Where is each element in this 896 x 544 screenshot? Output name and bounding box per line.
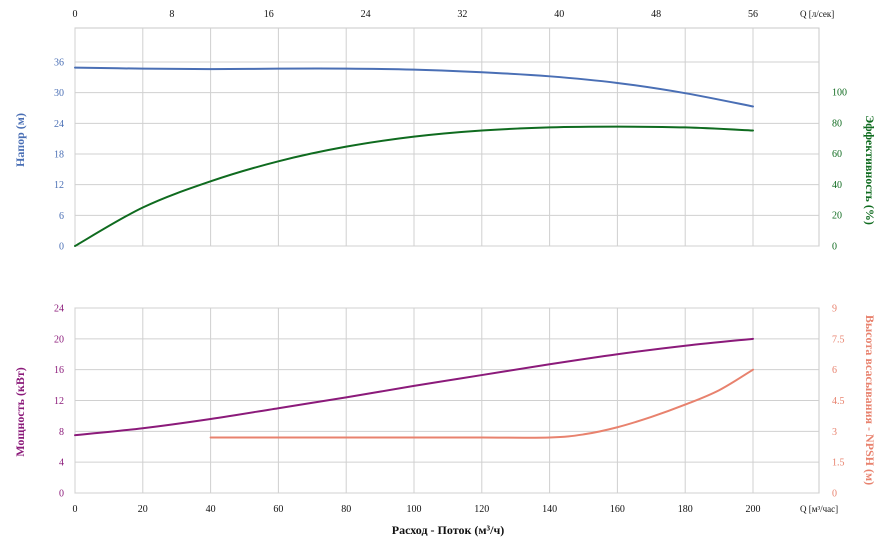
- x-top-tick-label: 40: [554, 9, 564, 20]
- npsh-tick-label: 6: [832, 365, 837, 376]
- x-bottom-tick-label: 120: [474, 504, 489, 515]
- efficiency-tick-label: 0: [832, 242, 837, 253]
- x-bottom-tick-label: 60: [273, 504, 283, 515]
- power-tick-label: 8: [59, 427, 64, 438]
- npsh-tick-label: 7.5: [832, 334, 845, 345]
- power-tick-label: 16: [54, 365, 64, 376]
- efficiency-tick-label: 20: [832, 211, 842, 222]
- head-tick-label: 36: [54, 58, 64, 69]
- head-curve: [74, 66, 754, 108]
- power-curve: [74, 337, 754, 437]
- x-bottom-tick-label: 80: [341, 504, 351, 515]
- series-layer: [74, 66, 754, 439]
- efficiency-tick-label: 100: [832, 88, 847, 99]
- npsh-axis-title: Высота всасывания - NPSH (м): [863, 315, 877, 485]
- x-bottom-tick-label: 180: [678, 504, 693, 515]
- npsh-tick-label: 1.5: [832, 458, 845, 469]
- head-tick-label: 18: [54, 150, 64, 161]
- x-top-tick-label: 32: [457, 9, 467, 20]
- x-top-tick-label: 24: [361, 9, 371, 20]
- power-tick-label: 12: [54, 396, 64, 407]
- npsh-curve: [209, 368, 754, 439]
- head-tick-label: 0: [59, 242, 64, 253]
- efficiency-tick-label: 80: [832, 118, 842, 129]
- npsh-tick-label: 3: [832, 427, 837, 438]
- x-bottom-tick-label: 160: [610, 504, 625, 515]
- x-top-tick-label: 0: [73, 9, 78, 20]
- npsh-tick-label: 9: [832, 304, 837, 315]
- x-top-tick-label: 56: [748, 9, 758, 20]
- x-top-unit: Q [л/сек]: [800, 9, 834, 19]
- x-bottom-tick-label: 20: [138, 504, 148, 515]
- head-tick-label: 24: [54, 119, 64, 130]
- power-axis-title: Мощность (кВт): [13, 367, 27, 457]
- grid-layer: [74, 28, 819, 494]
- npsh-tick-label: 0: [832, 489, 837, 500]
- power-tick-label: 0: [59, 489, 64, 500]
- efficiency-tick-label: 40: [832, 180, 842, 191]
- power-tick-label: 4: [59, 458, 64, 469]
- head-tick-label: 30: [54, 88, 64, 99]
- head-axis-title: Напор (м): [13, 113, 27, 167]
- x-axis-title: Расход - Поток (м³/ч): [392, 523, 504, 537]
- x-top-tick-label: 8: [169, 9, 174, 20]
- x-bottom-tick-label: 0: [73, 504, 78, 515]
- upper-panel-frame: [74, 27, 820, 247]
- x-bottom-unit: Q [м³/час]: [800, 504, 838, 514]
- x-bottom-tick-label: 140: [542, 504, 557, 515]
- x-bottom-tick-label: 200: [746, 504, 761, 515]
- power-tick-label: 20: [54, 334, 64, 345]
- x-top-tick-label: 16: [264, 9, 274, 20]
- x-bottom-tick-label: 40: [206, 504, 216, 515]
- efficiency-curve: [74, 125, 754, 247]
- head-tick-label: 12: [54, 180, 64, 191]
- efficiency-tick-label: 60: [832, 149, 842, 160]
- x-top-tick-label: 48: [651, 9, 661, 20]
- npsh-tick-label: 4.5: [832, 396, 845, 407]
- efficiency-axis-title: Эффективность (%): [863, 115, 877, 225]
- x-bottom-tick-label: 100: [407, 504, 422, 515]
- head-tick-label: 6: [59, 211, 64, 222]
- power-tick-label: 24: [54, 304, 64, 315]
